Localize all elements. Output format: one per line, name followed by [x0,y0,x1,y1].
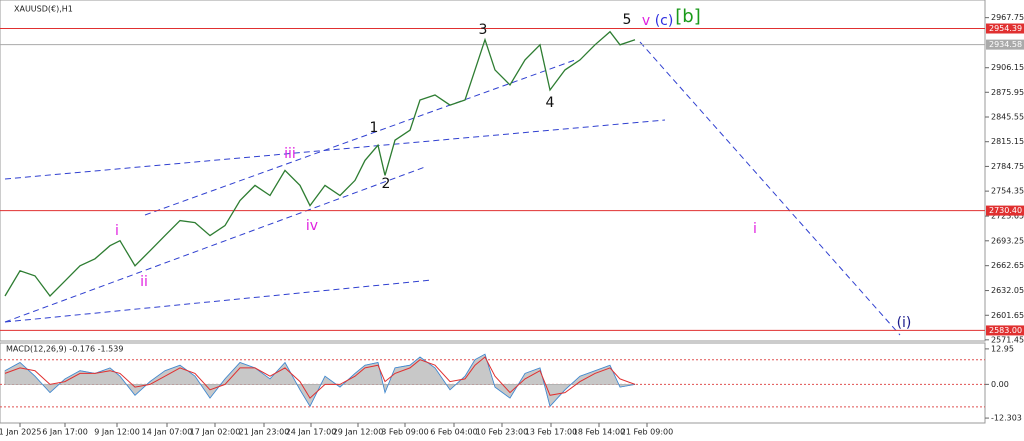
x-tick-label: 21 Feb 09:00 [621,428,673,437]
symbol: XAUUSD(€),H1 [14,5,73,14]
y-tick-label: 2845.55 [991,112,1024,121]
y-tick-label: 2571.45 [991,335,1024,344]
wave-label: 1 [370,120,379,136]
level-box [986,325,1024,336]
x-tick-label: 17 Jan 02:00 [190,428,241,437]
trendline [639,41,901,336]
y-tick-label: 2754.35 [991,187,1024,196]
y-tick-label: 2906.15 [991,63,1024,72]
level-box [986,23,1024,34]
wave-label: (i) [897,315,912,331]
x-tick-label: 14 Jan 07:00 [142,428,193,437]
level-label: 2934.58 [989,40,1022,49]
x-tick-label: 6 Feb 04:00 [430,428,477,437]
y-tick-label: 2693.25 [991,236,1024,245]
wave-label: iv [306,218,318,234]
wave-label: [b] [675,6,700,27]
x-tick-label: 18 Feb 14:00 [573,428,625,437]
y-tick-label: 2632.05 [991,286,1024,295]
wave-label: 2 [382,176,391,192]
wave-label: iii [284,146,296,162]
x-tick-label: 1 Jan 2025 [0,428,41,437]
x-tick-label: 13 Feb 17:00 [525,428,577,437]
wave-label: (c) [655,13,674,29]
wave-label: v [642,13,650,29]
y-tick-label: 2662.65 [991,261,1024,270]
trendline [4,119,666,180]
y-tick-label: 2601.65 [991,311,1024,320]
wave-label: 3 [479,22,488,38]
x-tick-label: 6 Jan 17:00 [42,428,88,437]
trendline [4,166,426,323]
macd-line [4,353,636,408]
y-tick-label: 2875.95 [991,88,1024,97]
x-tick-label: 3 Feb 09:00 [381,428,428,437]
level-box [986,39,1024,50]
x-tick-label: 9 Jan 12:00 [94,428,140,437]
level-label: 2730.40 [989,206,1022,215]
x-tick-label: 24 Jan 17:00 [286,428,337,437]
wave-label: i [115,223,119,239]
signal-line [4,356,636,399]
macd-title: MACD(12,26,9) -0.176 -1.539 [6,345,123,354]
y-tick-label: 2815.15 [991,137,1024,146]
x-tick-label: 29 Jan 12:00 [333,428,384,437]
y-tick-label: -12.303 [991,414,1022,423]
trendline [144,59,576,216]
price-line [4,30,636,297]
y-tick-label: 2723.65 [991,212,1024,221]
y-tick-label: 2967.75 [991,13,1024,22]
trendline [4,279,433,323]
main-panel [0,0,986,342]
x-tick-label: 10 Feb 23:00 [476,428,528,437]
macd-panel [0,342,986,424]
macd-area [4,353,636,408]
x-tick-label: 21 Jan 23:00 [239,428,290,437]
level-box [986,205,1024,216]
level-label: 2583.00 [989,326,1022,335]
wave-label: i [753,221,757,237]
wave-label: 4 [546,95,555,111]
wave-label: 5 [623,12,632,28]
y-tick-label: 2784.75 [991,162,1024,171]
y-tick-label: 12.95 [991,344,1014,353]
wave-label: ii [140,274,148,290]
y-tick-label: 0.00 [991,380,1009,389]
trendlines [4,41,901,336]
level-label: 2954.39 [989,24,1022,33]
